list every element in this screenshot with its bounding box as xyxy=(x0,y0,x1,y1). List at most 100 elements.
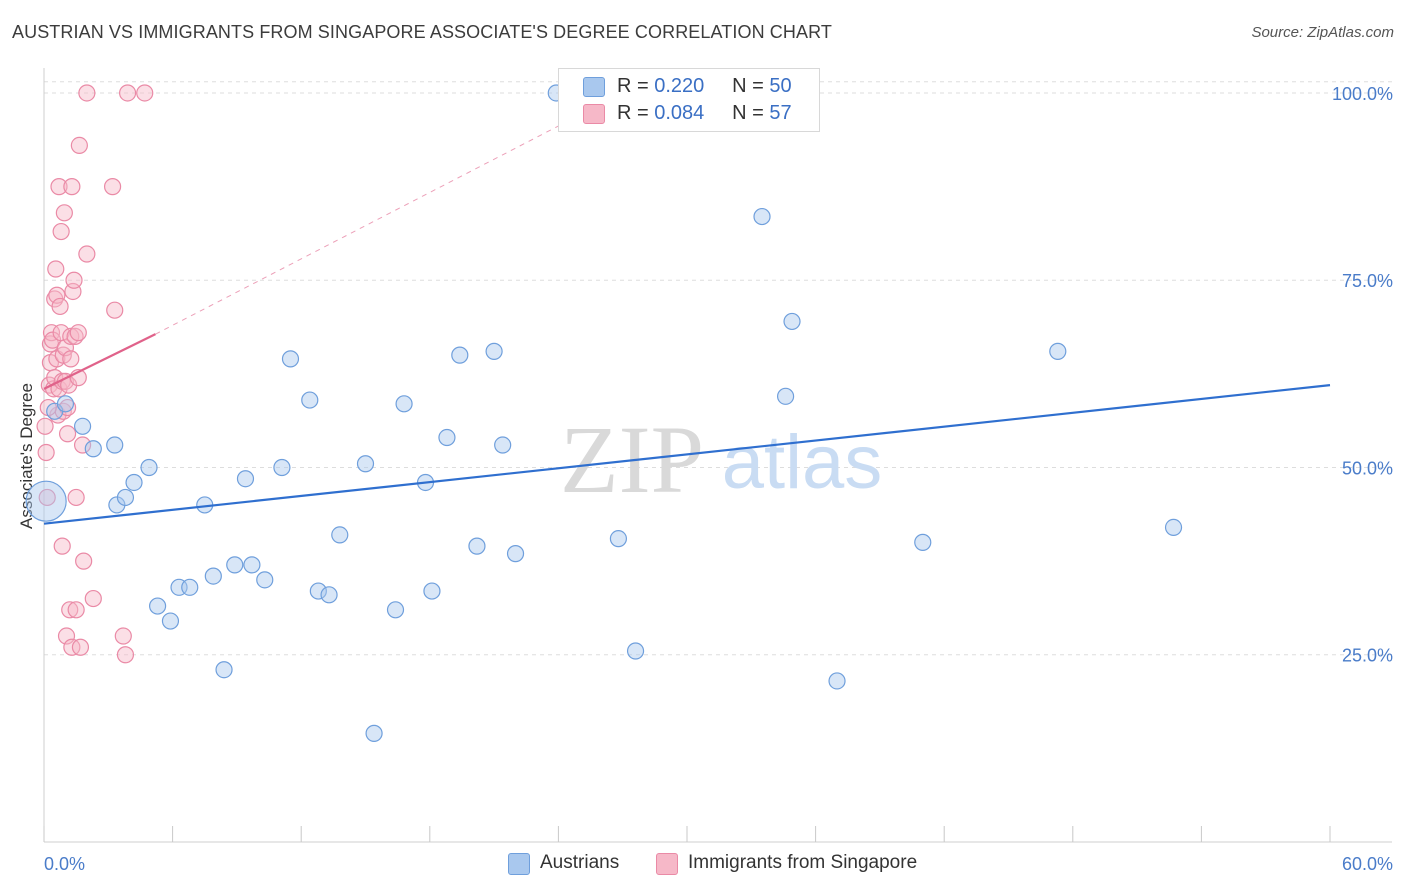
data-point xyxy=(61,601,79,619)
data-point xyxy=(56,395,75,413)
data-point xyxy=(753,207,771,226)
legend-label-singapore: Immigrants from Singapore xyxy=(688,852,918,873)
data-point xyxy=(36,417,54,435)
source-label: Source: ZipAtlas.com xyxy=(1251,24,1394,41)
data-point xyxy=(356,455,375,473)
tick-labels: 25.0% 50.0% 75.0% 100.0% 0.0% 60.0% xyxy=(44,84,1393,874)
data-point xyxy=(67,488,85,507)
data-point xyxy=(67,601,85,619)
data-point xyxy=(1164,518,1183,537)
data-point xyxy=(62,350,80,368)
data-point xyxy=(320,586,338,604)
data-point xyxy=(71,638,90,656)
data-point xyxy=(204,567,222,585)
trend-lines xyxy=(43,81,1331,525)
data-point xyxy=(386,601,405,619)
data-point xyxy=(70,136,88,155)
data-point xyxy=(281,350,300,368)
singapore-points xyxy=(36,84,154,664)
data-point xyxy=(226,556,244,574)
legend-swatch-austrians xyxy=(508,853,530,875)
data-point xyxy=(118,84,137,102)
data-point xyxy=(423,582,441,600)
data-point xyxy=(914,533,932,551)
data-point xyxy=(1049,342,1067,360)
data-point xyxy=(236,470,255,488)
data-point xyxy=(73,436,92,454)
chart-title: AUSTRIAN VS IMMIGRANTS FROM SINGAPORE AS… xyxy=(12,22,832,42)
data-point xyxy=(494,436,512,454)
data-point xyxy=(136,84,154,102)
data-point xyxy=(626,642,645,660)
data-point xyxy=(451,346,469,364)
data-point xyxy=(485,342,503,360)
data-point xyxy=(37,443,55,462)
y-tick-label: 75.0% xyxy=(1342,271,1393,291)
data-point xyxy=(215,661,233,679)
data-point xyxy=(438,428,456,447)
data-point xyxy=(73,417,92,435)
data-point xyxy=(181,578,199,596)
data-point xyxy=(309,582,327,600)
singapore-trend-extension xyxy=(155,81,645,335)
data-point xyxy=(63,178,81,196)
legend-n-value: 57 xyxy=(769,102,792,124)
data-point xyxy=(84,589,102,608)
x-tick-label: 60.0% xyxy=(1342,854,1393,874)
legend-r-label: R = xyxy=(617,75,649,97)
correlation-legend: R = 0.220 N = 50 R = 0.084 N = 57 xyxy=(558,68,820,132)
data-point xyxy=(468,537,486,555)
x-tick-label: 0.0% xyxy=(44,854,85,874)
y-tick-label: 25.0% xyxy=(1342,646,1393,666)
data-point xyxy=(69,324,87,342)
data-point xyxy=(51,297,69,316)
data-point xyxy=(609,530,628,548)
data-point xyxy=(106,436,124,454)
watermark-atlas: atlas xyxy=(722,420,883,505)
data-point xyxy=(116,488,135,507)
data-point xyxy=(38,488,56,507)
austrians-trend-line xyxy=(43,384,1331,525)
data-point xyxy=(47,260,65,278)
singapore-trend-line xyxy=(43,333,156,390)
data-point xyxy=(783,312,801,331)
legend-swatch-blue xyxy=(583,77,605,97)
data-point xyxy=(84,440,102,458)
data-point xyxy=(116,646,135,664)
legend-n-value: 50 xyxy=(769,75,792,97)
data-point xyxy=(53,537,71,555)
data-point xyxy=(57,627,76,645)
data-point xyxy=(125,473,143,492)
data-point xyxy=(48,286,66,304)
legend-n-label: N = xyxy=(732,102,764,124)
legend-r-value: 0.220 xyxy=(654,75,705,97)
data-point xyxy=(55,204,73,222)
data-point xyxy=(273,458,291,477)
data-point xyxy=(161,612,180,630)
data-point xyxy=(106,301,124,319)
legend-r-value: 0.084 xyxy=(654,102,705,124)
axes xyxy=(43,68,1392,843)
legend-swatch-pink xyxy=(583,104,605,124)
data-point xyxy=(103,178,122,196)
legend-n-label: N = xyxy=(732,75,764,97)
data-point xyxy=(56,339,75,357)
data-point xyxy=(75,552,93,570)
data-point xyxy=(52,222,70,241)
data-point xyxy=(58,425,77,443)
y-tick-label: 50.0% xyxy=(1342,458,1393,478)
data-point xyxy=(365,724,383,742)
data-point xyxy=(828,672,846,690)
data-point xyxy=(331,526,349,544)
data-point xyxy=(395,395,413,413)
data-point xyxy=(78,84,96,102)
data-point xyxy=(50,178,68,196)
austrian-points xyxy=(25,84,1183,742)
y-tick-label: 100.0% xyxy=(1332,84,1393,104)
data-point xyxy=(114,627,132,645)
legend-label-austrians: Austrians xyxy=(540,852,620,873)
data-point xyxy=(256,571,274,589)
data-point xyxy=(65,271,83,289)
data-point xyxy=(140,458,158,477)
